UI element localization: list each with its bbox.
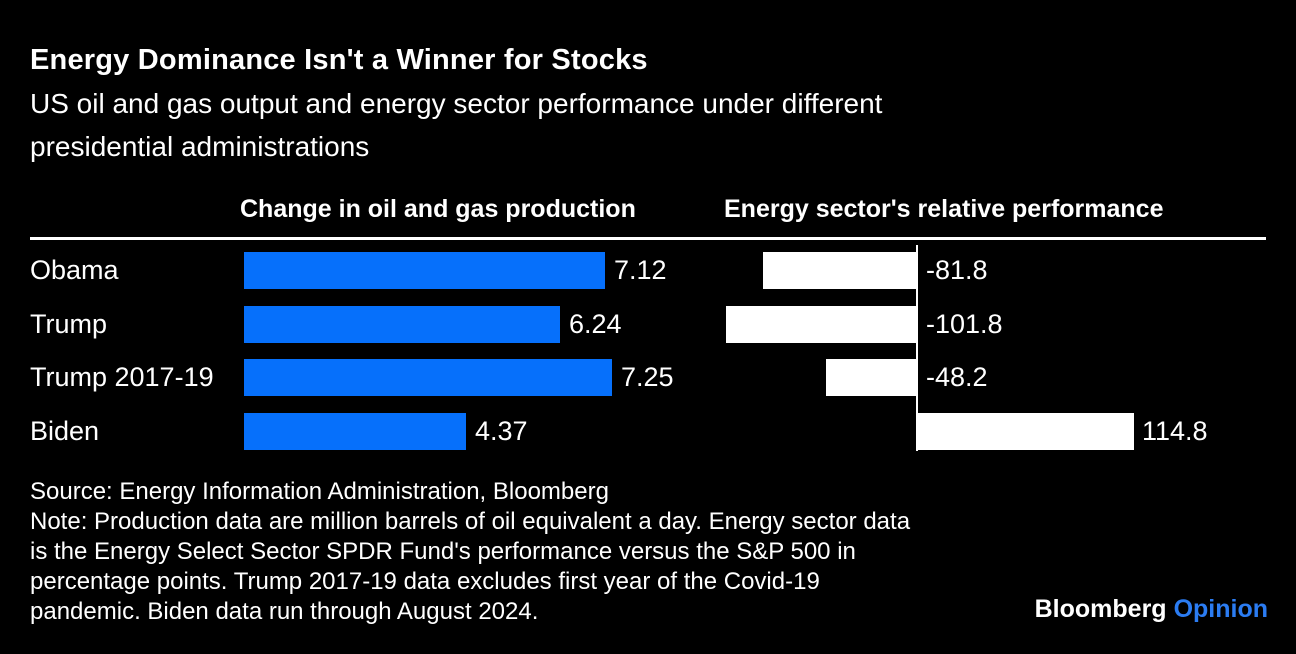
- chart-title: Energy Dominance Isn't a Winner for Stoc…: [30, 44, 648, 76]
- performance-bar: [726, 306, 917, 343]
- performance-bar: [763, 252, 917, 289]
- performance-value: -81.8: [926, 255, 988, 285]
- production-bar: [244, 306, 560, 343]
- footnote-line-3: percentage points. Trump 2017-19 data ex…: [30, 568, 820, 595]
- bloomberg-opinion-logo: Bloomberg Opinion: [1035, 595, 1268, 624]
- footnote-line-1: Note: Production data are million barrel…: [30, 508, 911, 535]
- production-bar: [244, 413, 466, 450]
- performance-bar: [826, 359, 917, 396]
- row-label: Trump: [30, 309, 108, 339]
- performance-value: 114.8: [1142, 416, 1208, 446]
- row-label: Obama: [30, 255, 119, 285]
- row-label: Biden: [30, 416, 100, 446]
- performance-bar: [918, 413, 1134, 450]
- source-note: Source: Energy Information Administratio…: [30, 478, 609, 505]
- production-value: 7.25: [621, 362, 674, 392]
- footnote-line-2: is the Energy Select Sector SPDR Fund's …: [30, 538, 856, 565]
- opinion-logo-text: Opinion: [1173, 595, 1268, 623]
- zero-axis-line: [916, 245, 918, 451]
- column-header-performance: Energy sector's relative performance: [724, 195, 1164, 223]
- column-header-production: Change in oil and gas production: [240, 195, 636, 223]
- production-value: 7.12: [614, 255, 667, 285]
- row-label: Trump 2017-19: [30, 362, 214, 392]
- performance-value: -101.8: [926, 309, 1003, 339]
- footnote-line-4: pandemic. Biden data run through August …: [30, 598, 539, 625]
- header-divider-line: [30, 237, 1266, 240]
- chart-subtitle-line-1: US oil and gas output and energy sector …: [30, 88, 883, 119]
- production-value: 4.37: [475, 416, 528, 446]
- production-bar: [244, 252, 605, 289]
- chart-subtitle-line-2: presidential administrations: [30, 131, 370, 162]
- production-value: 6.24: [569, 309, 622, 339]
- performance-value: -48.2: [926, 362, 988, 392]
- bloomberg-logo-text: Bloomberg: [1034, 595, 1167, 623]
- production-bar: [244, 359, 612, 396]
